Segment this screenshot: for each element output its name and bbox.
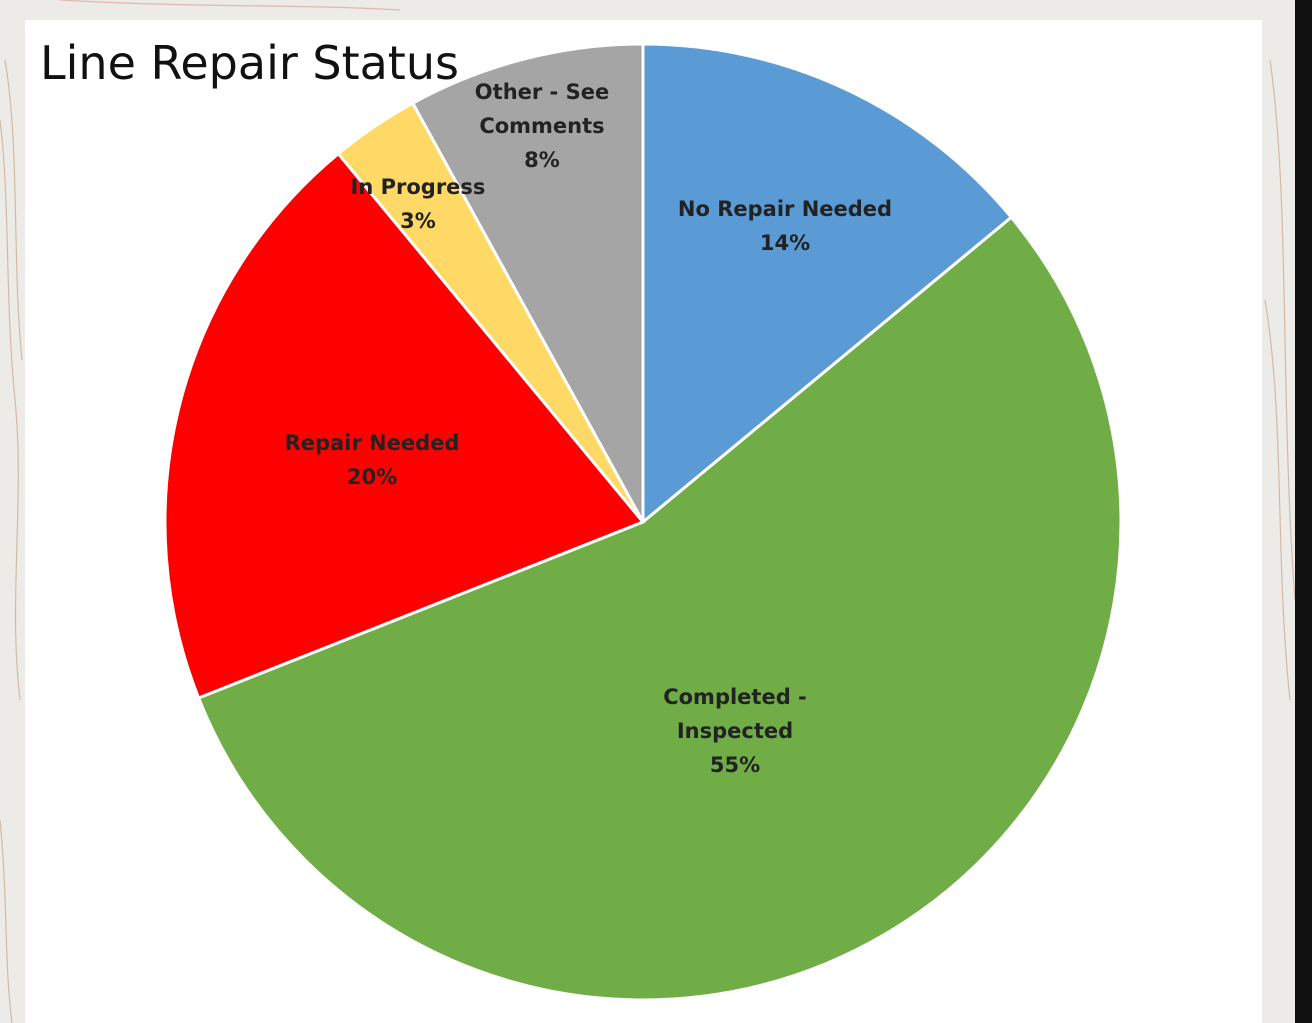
value-label: 14% xyxy=(675,226,895,260)
value-label: 8% xyxy=(467,143,617,177)
page: Line Repair Status No Repair Needed14% Co… xyxy=(0,0,1312,1023)
value-label: 55% xyxy=(660,748,810,782)
category-label: Repair Needed xyxy=(262,426,482,460)
value-label: 3% xyxy=(308,204,528,238)
chart-title: Line Repair Status xyxy=(40,36,459,90)
category-label: Completed - Inspected xyxy=(660,680,810,748)
category-label: Other - See Comments xyxy=(467,75,617,143)
map-frame xyxy=(1295,0,1312,1023)
value-label: 20% xyxy=(262,460,482,494)
chart xyxy=(0,0,1312,1023)
category-label: No Repair Needed xyxy=(675,192,895,226)
